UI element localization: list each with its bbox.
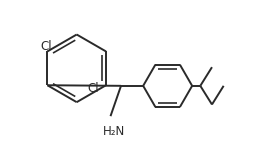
Text: H₂N: H₂N	[103, 125, 125, 138]
Text: Cl: Cl	[40, 40, 52, 53]
Text: Cl: Cl	[87, 82, 99, 95]
